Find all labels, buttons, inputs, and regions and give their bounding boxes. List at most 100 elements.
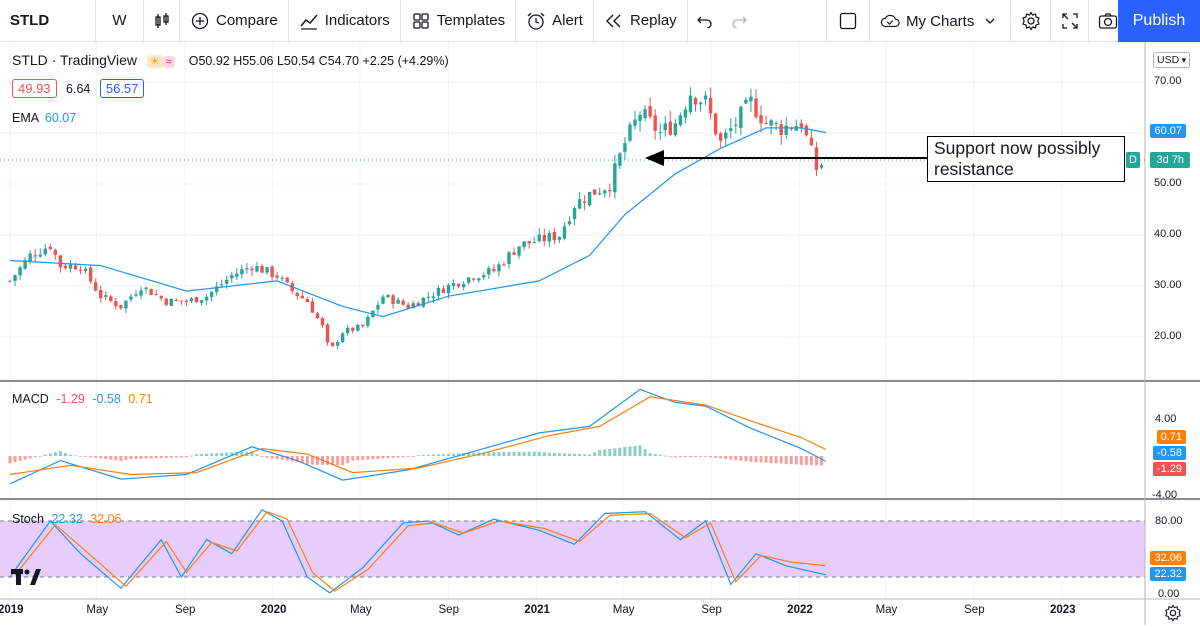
ask-price[interactable]: 56.57 xyxy=(99,79,145,98)
time-tick-label: May xyxy=(875,604,898,616)
macd-histogram-bar xyxy=(331,456,335,466)
candle-body xyxy=(466,277,471,283)
macd-histogram-bar xyxy=(240,452,244,456)
annotation-arrow-head xyxy=(645,150,664,166)
macd-histogram-bar xyxy=(275,456,279,460)
candle-body xyxy=(209,291,214,297)
macd-histogram-bar xyxy=(729,456,733,460)
candle-body xyxy=(33,255,37,257)
macd-histogram-bar xyxy=(683,456,687,458)
macd-histogram-bar xyxy=(336,456,340,466)
macd-histogram-bar xyxy=(804,456,808,466)
macd-histogram-bar xyxy=(447,453,451,456)
undo-button[interactable] xyxy=(688,0,722,42)
time-tick-label: May xyxy=(349,604,372,616)
stoch-legend[interactable]: Stoch 22.32 32.06 xyxy=(12,512,122,526)
candle-body xyxy=(587,191,592,206)
time-tick-label: 2023 xyxy=(1050,604,1076,616)
candle-body xyxy=(88,267,93,282)
templates-button[interactable]: Templates xyxy=(401,0,517,42)
macd-histogram-bar xyxy=(33,456,37,458)
stoch-label: Stoch xyxy=(12,512,44,526)
symbol-search[interactable]: STLD xyxy=(0,0,96,42)
macd-histogram-bar xyxy=(522,451,526,456)
candle-body xyxy=(330,342,335,347)
currency-selector[interactable]: USD ▾ xyxy=(1153,52,1191,68)
candle-body xyxy=(623,143,627,152)
chart-type-button[interactable] xyxy=(144,0,180,42)
price-tick-label: 20.00 xyxy=(1154,330,1182,342)
chart-settings-gear[interactable] xyxy=(1163,603,1183,627)
candle-body xyxy=(809,137,814,146)
macd-histogram-bar xyxy=(84,456,88,457)
candle-body xyxy=(562,226,567,239)
annotation-callout[interactable]: Support now possibly resistance xyxy=(927,136,1125,182)
macd-histogram-bar xyxy=(63,452,67,456)
macd-histogram-bar xyxy=(315,456,319,465)
candle-body xyxy=(346,327,350,334)
alert-button[interactable]: Alert xyxy=(516,0,594,42)
candle-body xyxy=(139,290,143,296)
macd-histogram-bar xyxy=(744,456,748,462)
macd-histogram-bar xyxy=(512,451,516,456)
chart-area[interactable] xyxy=(0,42,1200,625)
layout-button[interactable] xyxy=(826,0,870,42)
fullscreen-button[interactable] xyxy=(1051,0,1090,42)
macd-legend[interactable]: MACD -1.29 -0.58 0.71 xyxy=(12,392,153,406)
macd-histogram-bar xyxy=(58,451,62,456)
settings-button[interactable] xyxy=(1011,0,1052,42)
candle-body xyxy=(663,123,667,131)
macd-label: MACD xyxy=(12,392,49,406)
candle-body xyxy=(547,233,552,242)
candle-body xyxy=(703,95,708,100)
publish-button[interactable]: Publish xyxy=(1118,0,1200,42)
interval-button[interactable]: W xyxy=(96,0,144,42)
macd-tick-bottom: -4.00 xyxy=(1152,489,1178,501)
replay-button[interactable]: Replay xyxy=(594,0,688,42)
candle-body xyxy=(73,265,78,270)
macd-histogram-bar xyxy=(290,456,294,462)
candle-body xyxy=(461,284,466,288)
stoch-tick-top: 80.00 xyxy=(1155,515,1183,527)
candle-body xyxy=(759,114,763,124)
ema-legend[interactable]: EMA 60.07 xyxy=(12,111,76,125)
macd-histogram-bar xyxy=(517,451,521,456)
candle-body xyxy=(633,119,637,126)
tradingview-logo[interactable] xyxy=(10,565,42,589)
macd-signal-tag: 0.71 xyxy=(1156,430,1186,444)
macd-histogram-bar xyxy=(184,456,188,458)
macd-histogram-bar xyxy=(351,456,355,461)
redo-button[interactable] xyxy=(722,0,756,42)
macd-histogram-bar xyxy=(482,452,486,456)
macd-histogram-bar xyxy=(714,456,718,458)
bid-price[interactable]: 49.93 xyxy=(12,79,57,98)
indicator-lines xyxy=(0,127,1145,594)
candle-body xyxy=(53,249,58,255)
macd-histogram-bar xyxy=(104,456,108,460)
candle-body xyxy=(819,165,824,168)
candle-body xyxy=(799,123,804,128)
candle-body xyxy=(240,269,244,275)
candle-body xyxy=(542,234,546,242)
fullscreen-icon xyxy=(1061,11,1079,31)
chart-legend-title[interactable]: STLD · TradingView ☀ ≈ O50.92 H55.06 L50.… xyxy=(12,52,449,68)
candle-body xyxy=(255,266,259,272)
candle-body xyxy=(325,324,330,343)
candle-body xyxy=(396,299,400,304)
my-charts-button[interactable]: My Charts xyxy=(870,0,1012,42)
price-tick-label: 40.00 xyxy=(1154,228,1182,240)
candle-body xyxy=(673,123,678,136)
indicators-button[interactable]: Indicators xyxy=(289,0,401,42)
candle-body xyxy=(275,275,279,278)
candle-body xyxy=(83,268,88,271)
candle-body xyxy=(482,275,486,278)
candle-body xyxy=(739,106,743,128)
macd-histogram-bar xyxy=(673,456,677,458)
compare-button[interactable]: Compare xyxy=(180,0,289,42)
candle-body xyxy=(567,221,572,225)
macd-histogram-bar xyxy=(814,456,818,466)
macd-histogram-bar xyxy=(583,454,587,456)
macd-histogram-bar xyxy=(603,449,607,456)
macd-histogram-bar xyxy=(346,456,350,463)
macd-histogram-bar xyxy=(89,456,93,458)
